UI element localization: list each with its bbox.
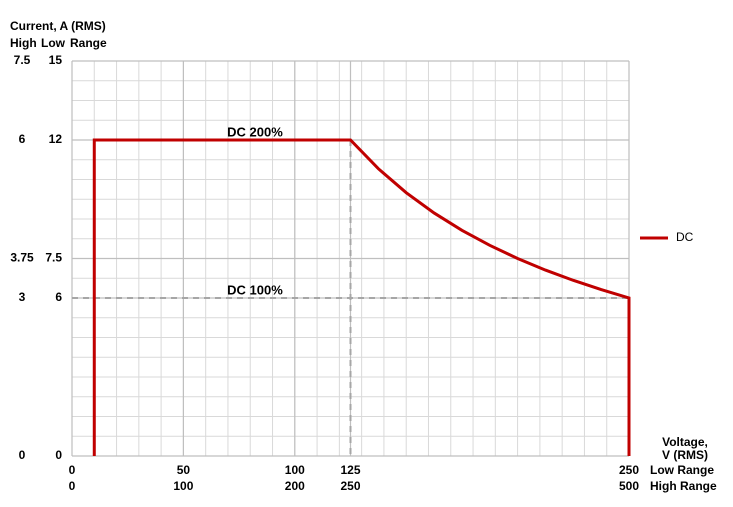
y-tick-label: 7.5 <box>45 251 62 265</box>
y2-tick-label: 0 <box>19 448 26 462</box>
y2-tick-label: 3 <box>19 290 26 304</box>
x-tick-label: 0 <box>69 463 76 477</box>
x-tick-label: 250 <box>619 463 639 477</box>
x-axis-title: V (RMS) <box>662 448 708 462</box>
x2-tick-label: 500 <box>619 479 639 493</box>
y2-tick-label: 7.5 <box>14 53 31 67</box>
x-tick-label: 125 <box>340 463 360 477</box>
y-axis-header: Range <box>70 36 107 50</box>
y2-tick-label: 3.75 <box>10 251 34 265</box>
annotation: DC 100% <box>227 282 283 297</box>
y-tick-label: 6 <box>55 290 62 304</box>
y-tick-label: 15 <box>49 53 63 67</box>
legend-label: DC <box>676 230 694 244</box>
y-tick-label: 12 <box>49 132 63 146</box>
y2-tick-label: 6 <box>19 132 26 146</box>
annotation: DC 200% <box>227 124 283 139</box>
x2-tick-label: 200 <box>285 479 305 493</box>
x-axis-title: Voltage, <box>662 435 708 449</box>
x-axis-row-label: High Range <box>650 479 717 493</box>
x-tick-label: 100 <box>285 463 305 477</box>
y-axis-title: Current, A (RMS) <box>10 19 106 33</box>
y-axis-header: High <box>10 36 37 50</box>
y-tick-label: 0 <box>55 448 62 462</box>
x2-tick-label: 0 <box>69 479 76 493</box>
x2-tick-label: 100 <box>173 479 193 493</box>
x2-tick-label: 250 <box>340 479 360 493</box>
series-line <box>92 138 631 456</box>
x-tick-label: 50 <box>177 463 191 477</box>
y-axis-header: Low <box>41 36 66 50</box>
x-axis-row-label: Low Range <box>650 463 714 477</box>
